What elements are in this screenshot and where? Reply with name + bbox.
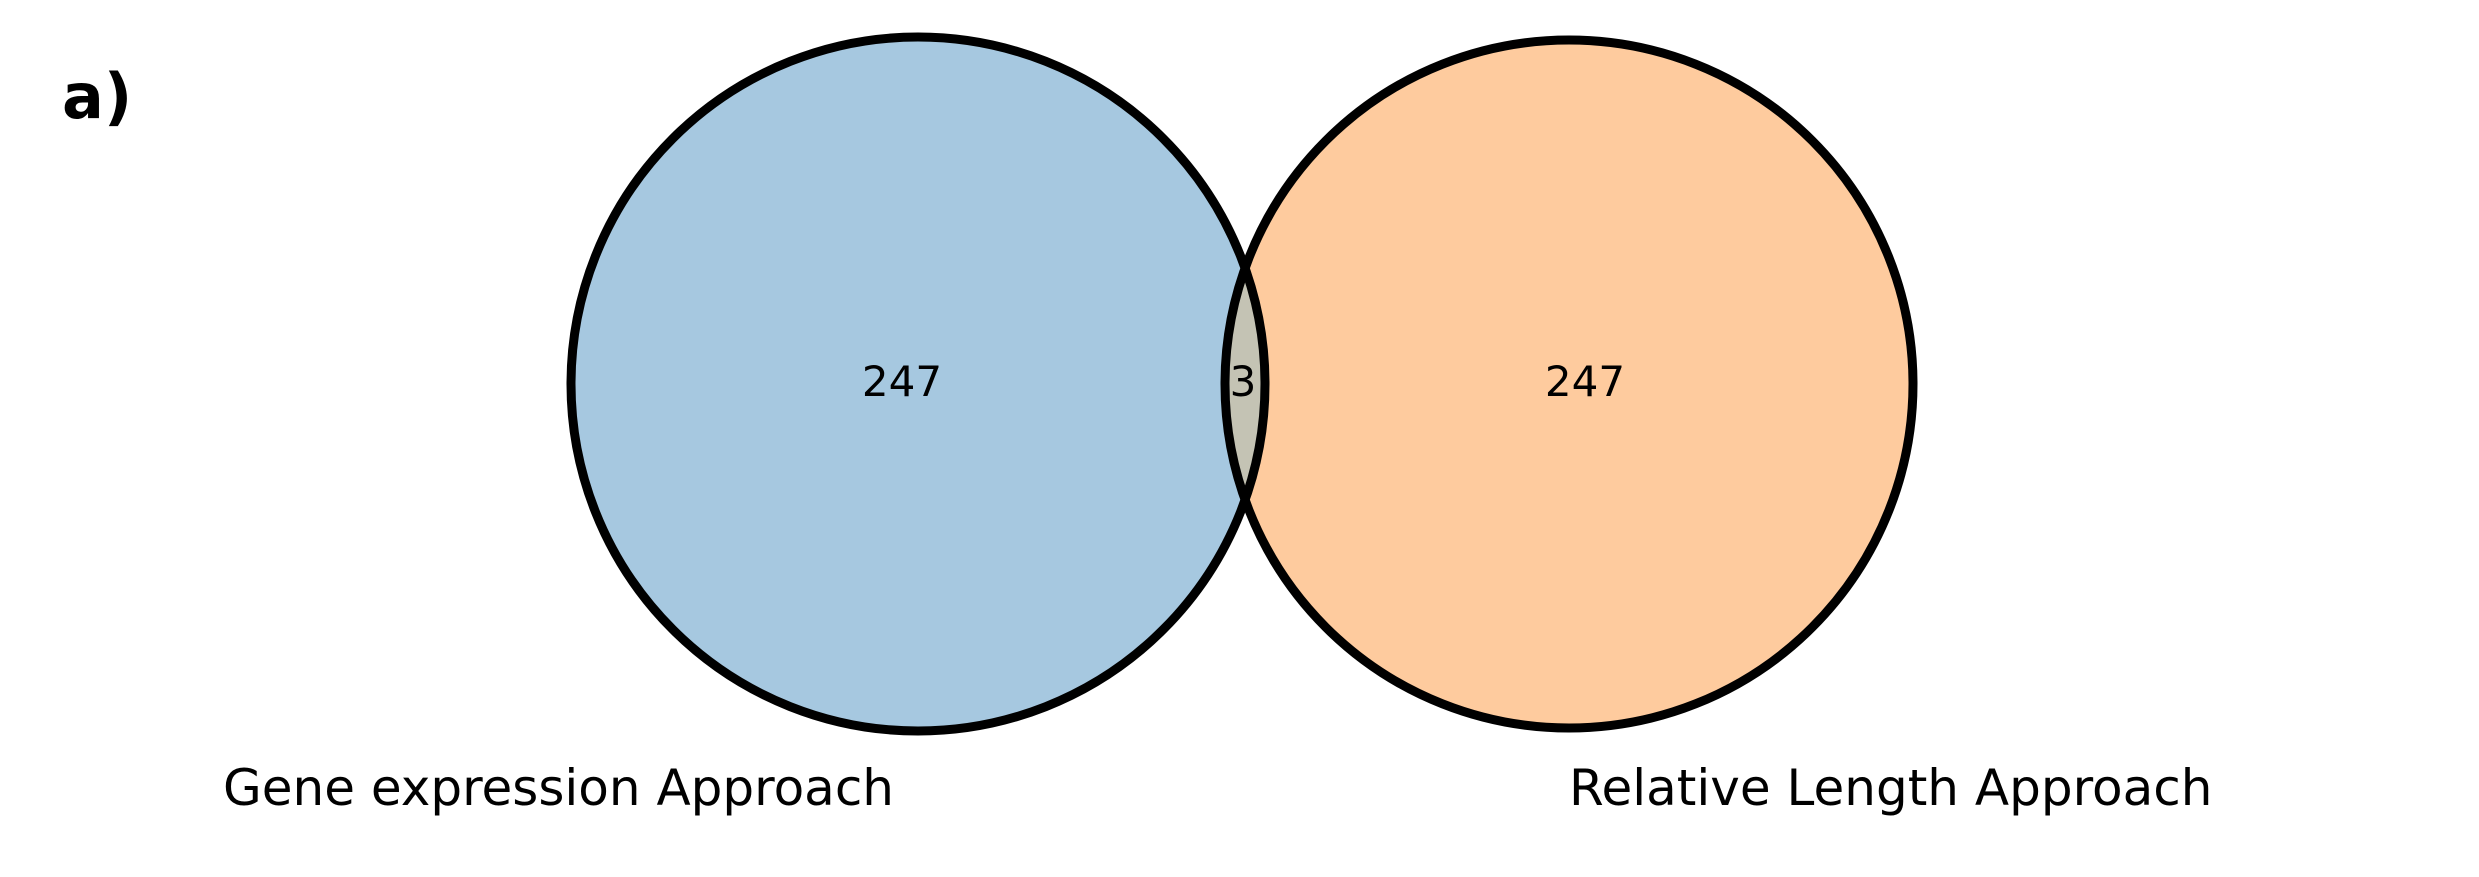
set-right-fill <box>1225 40 1913 728</box>
set-right-outline <box>1220 35 1918 733</box>
right-only-count: 247 <box>1545 357 1625 406</box>
left-only-count: 247 <box>862 357 942 406</box>
panel-label: a) <box>62 60 132 133</box>
set-right-label: Relative Length Approach <box>1569 759 2212 817</box>
set-left-fill <box>571 37 1265 731</box>
set-left-label: Gene expression Approach <box>223 759 894 817</box>
intersection-count: 3 <box>1230 357 1257 406</box>
set-left-outline <box>566 32 1270 736</box>
